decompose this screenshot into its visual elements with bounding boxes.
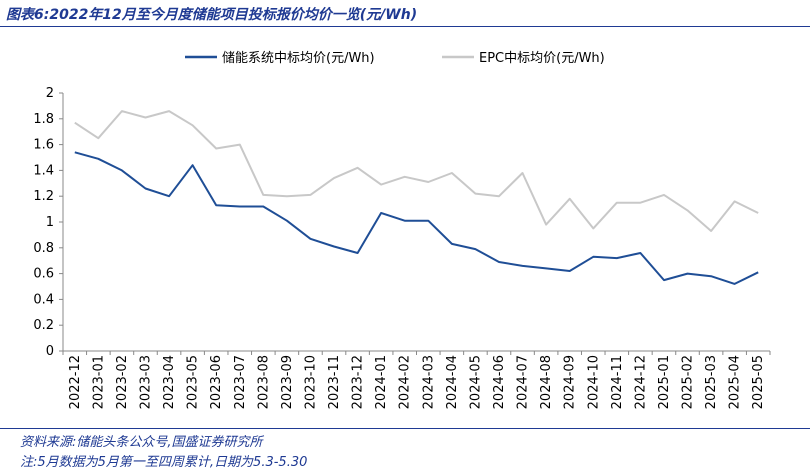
y-tick-label: 0.2 xyxy=(33,318,54,333)
x-tick-label: 2024-01 xyxy=(374,355,389,409)
x-tick-label: 2023-01 xyxy=(91,355,106,409)
y-tick-label: 1.2 xyxy=(33,189,54,204)
y-tick-label: 1.6 xyxy=(33,138,54,153)
x-tick-label: 2023-10 xyxy=(303,355,318,409)
x-tick-label: 2024-11 xyxy=(610,355,625,409)
x-tick-label: 2023-02 xyxy=(115,355,130,409)
x-tick-label: 2024-06 xyxy=(492,355,507,409)
series-line-1 xyxy=(74,110,759,232)
x-tick-label: 2023-04 xyxy=(162,355,177,409)
title-divider xyxy=(0,26,810,27)
x-tick-label: 2024-04 xyxy=(445,355,460,409)
x-tick-label: 2024-02 xyxy=(398,355,413,409)
series-line-0 xyxy=(74,151,759,285)
x-tick-label: 2025-02 xyxy=(681,355,696,409)
x-tick-label: 2025-03 xyxy=(704,355,719,409)
x-tick-label: 2023-05 xyxy=(186,355,201,409)
x-tick-label: 2023-11 xyxy=(327,355,342,409)
x-tick-label: 2024-12 xyxy=(633,355,648,409)
x-tick-label: 2023-03 xyxy=(138,355,153,409)
y-tick-label: 0.8 xyxy=(33,241,54,256)
legend-label-0: 储能系统中标均价(元/Wh) xyxy=(222,51,375,66)
legend-label-1: EPC中标均价(元/Wh) xyxy=(479,51,605,66)
x-tick-label: 2025-05 xyxy=(751,355,766,409)
x-tick-label: 2023-07 xyxy=(233,355,248,409)
x-tick-label: 2025-04 xyxy=(728,355,743,409)
x-tick-label: 2022-12 xyxy=(68,355,83,409)
x-tick-label: 2023-12 xyxy=(351,355,366,409)
x-tick-label: 2024-08 xyxy=(539,355,554,409)
x-tick-label: 2024-09 xyxy=(563,355,578,409)
y-tick-label: 1.8 xyxy=(33,112,54,127)
y-tick-label: 0.4 xyxy=(33,292,54,307)
line-chart: 0 0.2 0.4 0.6 0.8 1 1.2 1.4 1.6 1.8 2 2022-12 2023-0… xyxy=(33,51,771,409)
x-tick-label: 2024-07 xyxy=(516,355,531,409)
footnote: 注:5月数据为5月第一至四周累计,日期为5.3-5.30 xyxy=(20,455,308,470)
x-tick-label: 2025-01 xyxy=(657,355,672,409)
y-tick-label: 0.6 xyxy=(33,267,54,282)
y-tick-label: 2 xyxy=(46,86,54,101)
source-note: 资料来源:储能头条公众号,国盛证券研究所 xyxy=(20,435,263,450)
x-tick-label: 2024-10 xyxy=(586,355,601,409)
x-tick-label: 2024-05 xyxy=(468,355,483,409)
x-tick-label: 2024-03 xyxy=(421,355,436,409)
x-tick-label: 2023-09 xyxy=(280,355,295,409)
x-tick-label: 2023-08 xyxy=(256,355,271,409)
x-tick-label: 2023-06 xyxy=(209,355,224,409)
footer-divider xyxy=(0,428,810,429)
chart-title: 图表6:2022年12月至今月度储能项目投标报价均价一览(元/Wh) xyxy=(6,7,418,23)
y-tick-label: 1 xyxy=(46,215,54,230)
y-tick-label: 1.4 xyxy=(33,163,54,178)
y-tick-label: 0 xyxy=(46,344,54,359)
